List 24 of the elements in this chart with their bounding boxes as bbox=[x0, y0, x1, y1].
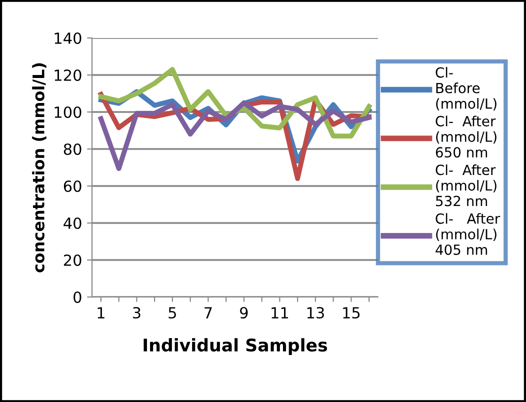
line-series bbox=[98, 67, 372, 138]
x-tick-label: 3 bbox=[132, 306, 140, 319]
y-tick-label: 140 bbox=[54, 32, 82, 44]
y-tick-label: 0 bbox=[74, 291, 82, 304]
legend-label: Cl- After (mmol/L) 532 nm bbox=[436, 164, 496, 206]
legend-label: Cl- After (mmol/L) 650 nm bbox=[436, 116, 496, 158]
y-tick-label: 40 bbox=[64, 217, 82, 230]
legend-label: Cl- Before (mmol/L) bbox=[436, 66, 496, 110]
x-tick-label: 11 bbox=[272, 307, 288, 318]
y-tick-label: 80 bbox=[64, 143, 82, 156]
x-tick-label: 1 bbox=[98, 307, 104, 318]
y-tick-label: 20 bbox=[64, 254, 82, 266]
x-tick-label: 7 bbox=[204, 307, 212, 318]
x-tick-label: 5 bbox=[168, 307, 176, 319]
line-series bbox=[98, 100, 372, 172]
x-axis-title: Individual Samples bbox=[144, 338, 328, 355]
legend-label: Cl- After (mmol/L) 405 nm bbox=[436, 213, 500, 255]
y-tick-label: 100 bbox=[54, 106, 82, 118]
x-tick-label: 13 bbox=[307, 306, 324, 319]
x-tick-label: 15 bbox=[343, 307, 360, 319]
x-tick-label: 9 bbox=[240, 306, 248, 319]
y-tick-label: 60 bbox=[64, 180, 82, 192]
y-axis-title: concentration (mmol/L) bbox=[32, 63, 46, 272]
y-tick-label: 120 bbox=[54, 69, 82, 82]
